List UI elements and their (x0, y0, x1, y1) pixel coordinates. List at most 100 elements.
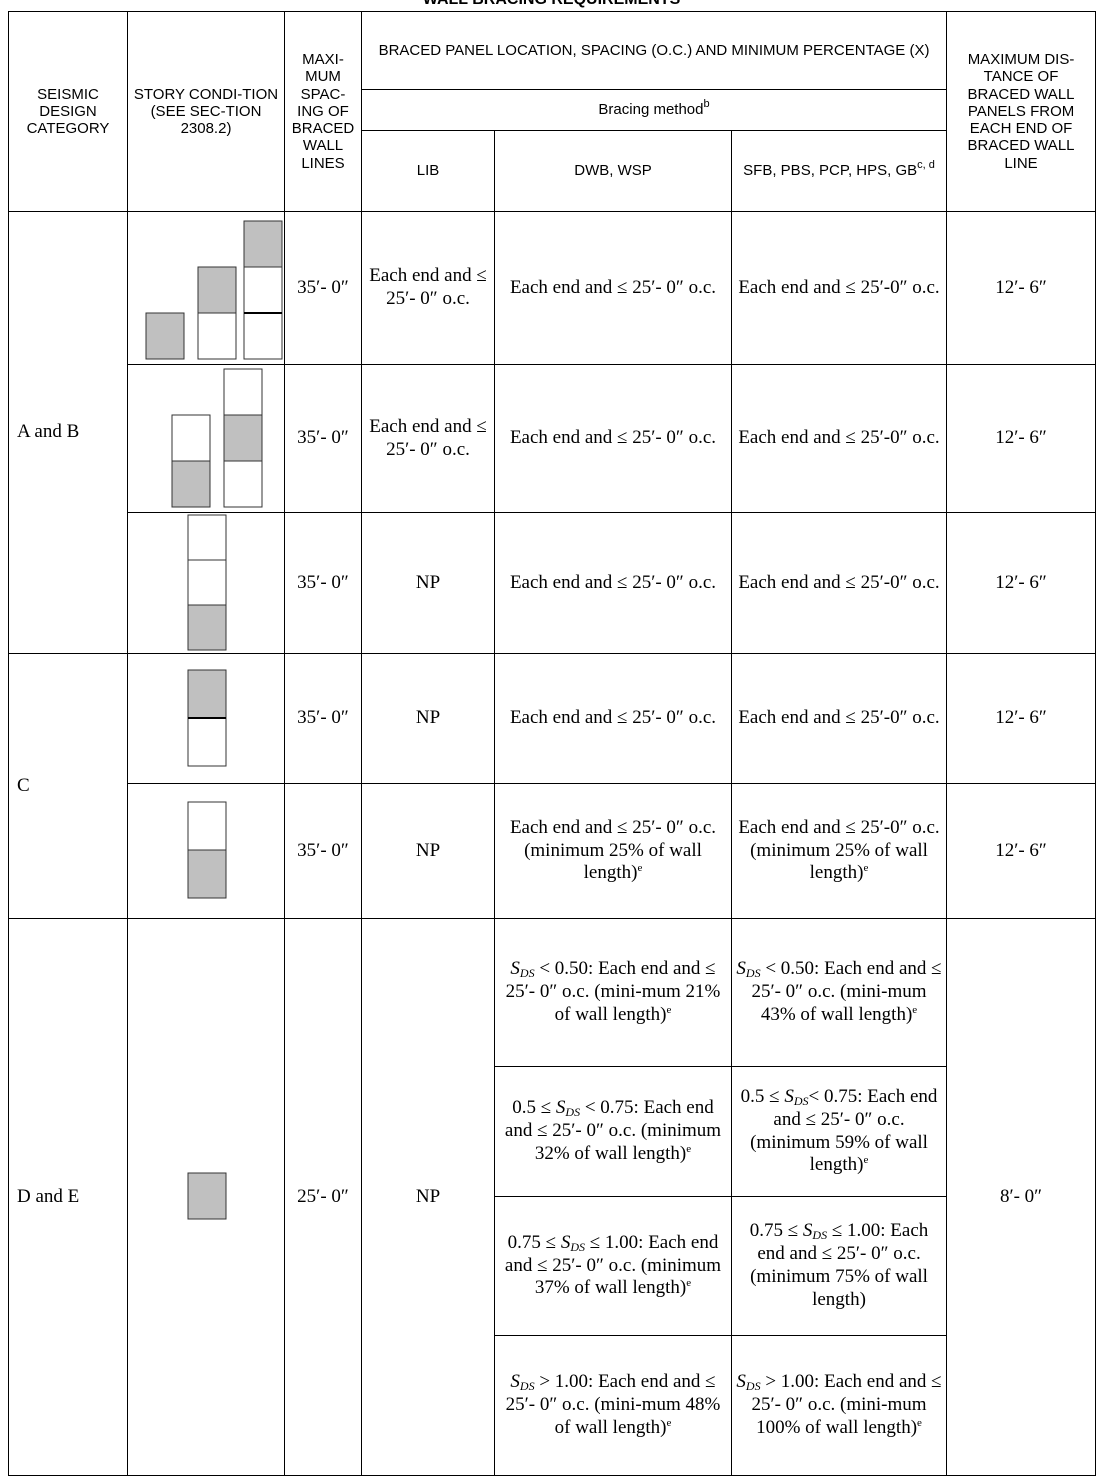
cell-text: 0.5 ≤ (740, 1085, 785, 1107)
table-row: D and E 25′- 0″ NP SDS < 0.50: Each end … (8, 918, 1097, 1476)
header-cell: MAXI-MUM SPAC-ING OF BRACED WALL LINES (284, 11, 362, 212)
distance-cell: 12′- 6″ (946, 783, 1097, 919)
category-cell: A and B (8, 211, 128, 654)
distance-cell: 12′- 6″ (946, 512, 1097, 654)
footnote-mark: b (703, 98, 710, 111)
footnote-mark: e (917, 1416, 922, 1429)
title-text: WALL BRACING REQUIREMENTS (0, 0, 1103, 9)
cell-text: Each end and ≤ 25′- 0″ o.c. (509, 571, 717, 593)
subscript: DS (570, 1239, 585, 1254)
story-icon (187, 801, 227, 899)
cell-text: 0.75 ≤ (507, 1231, 561, 1253)
footnote-mark: c, d (917, 159, 935, 172)
footnote-mark: e (666, 1416, 672, 1429)
symbol: S (736, 1371, 746, 1393)
table-row: 35′- 0″ NP Each end and ≤ 25′- 0″ o.c. (… (9, 783, 1097, 919)
subscript: DS (565, 1105, 581, 1120)
story-icon-cell (127, 653, 285, 784)
table-row: 0.5 ≤ SDS < 0.75: Each end and ≤ 25′- 0″… (9, 1066, 1096, 1197)
dwb-cell: Each end and ≤ 25′- 0″ o.c. (494, 653, 732, 784)
table-row: A and B 35′- 0″ Each end and ≤ 25′- 0″ o… (8, 211, 1097, 654)
story-icon (187, 669, 227, 766)
header-row: SEISMIC DESIGN CATEGORY STORY CONDI-TION… (8, 11, 1097, 212)
spacing-cell: 35′- 0″ (284, 512, 362, 654)
cell-text: < 0.75: Each end and ≤ 25′- 0″ o.c. (min… (750, 1085, 938, 1176)
subscript: DS (793, 1093, 809, 1108)
header-row: Bracing methodb (9, 89, 1096, 131)
distance-cell: 12′- 6″ (946, 364, 1097, 513)
symbol: S (802, 1220, 813, 1242)
dwb-cell: 0.75 ≤ SDS ≤ 1.00: Each end and ≤ 25′- 0… (494, 1196, 732, 1336)
story-icon (187, 1172, 227, 1220)
subscript: DS (745, 1379, 761, 1394)
sfb-cell: Each end and ≤ 25′-0″ o.c. (730, 512, 948, 654)
footnote-mark: e (863, 1154, 869, 1167)
spacing-cell: 35′- 0″ (284, 653, 362, 784)
symbol: S (784, 1085, 794, 1107)
header-row: LIB DWB, WSP SFB, PBS, PCP, HPS, GBc, d (9, 130, 1096, 212)
cell-text: Each end and ≤ 25′- 0″ o.c. (509, 427, 717, 449)
symbol: S (560, 1231, 571, 1253)
sfb-cell: 0.75 ≤ SDS ≤ 1.00: Each end and ≤ 25′- 0… (730, 1196, 948, 1336)
sfb-cell: Each end and ≤ 25′-0″ o.c. (730, 653, 948, 784)
story-icon-cell (127, 512, 285, 654)
footnote-mark: e (686, 1277, 692, 1290)
cell-text: Each end and ≤ 25′-0″ o.c. (738, 276, 940, 298)
header-cell: MAXIMUM DIS-TANCE OF BRACED WALL PANELS … (946, 11, 1097, 212)
dwb-cell: Each end and ≤ 25′- 0″ o.c. (494, 512, 732, 654)
subscript: DS (745, 966, 761, 981)
dwb-cell: SDS > 1.00: Each end and ≤ 25′- 0″ o.c. … (494, 1335, 732, 1476)
header-cell: SFB, PBS, PCP, HPS, GBc, d (730, 130, 948, 212)
story-icon (171, 368, 263, 507)
footnote-mark: e (666, 1003, 672, 1016)
sfb-cell: SDS > 1.00: Each end and ≤ 25′- 0″ o.c. … (730, 1335, 948, 1476)
distance-cell: 12′- 6″ (946, 653, 1097, 784)
sfb-cell: 0.5 ≤ SDS< 0.75: Each end and ≤ 25′- 0″ … (730, 1066, 948, 1197)
spacing-cell: 35′- 0″ (284, 211, 362, 365)
distance-cell: 12′- 6″ (946, 211, 1097, 365)
header-cell: LIB (361, 130, 495, 212)
footnote-mark: e (637, 862, 643, 875)
cell-text: ≤ 1.00: Each end and ≤ 25′- 0″ o.c. (min… (750, 1220, 929, 1310)
lib-cell: NP (361, 918, 495, 1476)
spacing-cell: 25′- 0″ (284, 918, 362, 1476)
table-row: C 35′- 0″ NP Each end and ≤ 25′- 0″ o.c.… (8, 653, 1097, 919)
dwb-cell: Each end and ≤ 25′- 0″ o.c. (494, 364, 732, 513)
spacing-cell: 35′- 0″ (284, 783, 362, 919)
header-text: Bracing method (598, 101, 704, 119)
table-row: 35′- 0″ Each end and ≤ 25′- 0″ o.c. Each… (9, 364, 1097, 513)
category-cell: D and E (8, 918, 128, 1476)
header-cell: DWB, WSP (494, 130, 732, 212)
cell-text: Each end and ≤ 25′-0″ o.c. (minimum 25% … (738, 816, 940, 884)
story-icon-cell (127, 918, 285, 1476)
header-cell: SEISMIC DESIGN CATEGORY (8, 11, 128, 212)
distance-cell: 8′- 0″ (946, 918, 1097, 1476)
header-text: SFB, PBS, PCP, HPS, GB (743, 162, 918, 180)
footnote-mark: e (686, 1142, 692, 1155)
dwb-cell: Each end and ≤ 25′- 0″ o.c. (minimum 25%… (494, 783, 732, 919)
cell-text: > 1.00: Each end and ≤ 25′- 0″ o.c. (min… (505, 1371, 721, 1438)
dwb-cell: SDS < 0.50: Each end and ≤ 25′- 0″ o.c. … (494, 918, 732, 1067)
sfb-cell: Each end and ≤ 25′-0″ o.c. (minimum 25% … (730, 783, 948, 919)
cell-text: 0.75 ≤ (749, 1220, 803, 1242)
symbol: S (736, 958, 746, 980)
story-icon-cell (127, 783, 285, 919)
table-row: 35′- 0″ NP Each end and ≤ 25′- 0″ o.c. E… (9, 512, 1097, 654)
table-row: SDS > 1.00: Each end and ≤ 25′- 0″ o.c. … (9, 1335, 1096, 1476)
lib-cell: NP (361, 653, 495, 784)
cell-text: Each end and ≤ 25′- 0″ o.c. (509, 707, 717, 729)
cell-text: 0.5 ≤ (512, 1097, 556, 1119)
sfb-cell: SDS < 0.50: Each end and ≤ 25′- 0″ o.c. … (730, 918, 948, 1067)
sfb-cell: Each end and ≤ 25′-0″ o.c. (730, 364, 948, 513)
story-icon (145, 220, 283, 360)
header-cell: BRACED PANEL LOCATION, SPACING (O.C.) AN… (360, 11, 948, 90)
story-icon-cell (127, 364, 285, 513)
dwb-cell: Each end and ≤ 25′- 0″ o.c. (494, 211, 732, 365)
cell-text: ≤ 1.00: Each end and ≤ 25′- 0″ o.c. (min… (504, 1231, 722, 1299)
category-cell: C (8, 653, 128, 919)
table-row: 0.75 ≤ SDS ≤ 1.00: Each end and ≤ 25′- 0… (9, 1196, 1096, 1336)
spacing-cell: 35′- 0″ (284, 364, 362, 513)
footnote-mark: e (863, 862, 869, 875)
lib-cell: Each end and ≤ 25′- 0″ o.c. (361, 211, 495, 365)
